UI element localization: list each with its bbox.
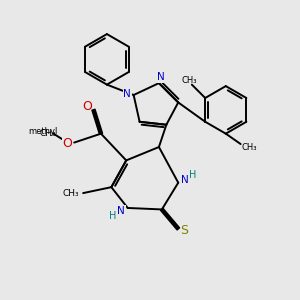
Text: N: N xyxy=(117,206,125,216)
Text: CH₃: CH₃ xyxy=(62,189,79,198)
Text: S: S xyxy=(180,224,188,237)
Text: CH₃: CH₃ xyxy=(39,129,56,138)
Text: O: O xyxy=(63,137,73,150)
Text: H: H xyxy=(109,211,116,221)
Text: N: N xyxy=(157,72,164,82)
Text: CH₃: CH₃ xyxy=(241,143,257,152)
Text: O: O xyxy=(82,100,92,113)
Text: methyl: methyl xyxy=(28,127,58,136)
Text: CH₃: CH₃ xyxy=(181,76,196,85)
Text: N: N xyxy=(181,175,189,185)
Text: H: H xyxy=(189,170,197,180)
Text: N: N xyxy=(123,88,131,98)
